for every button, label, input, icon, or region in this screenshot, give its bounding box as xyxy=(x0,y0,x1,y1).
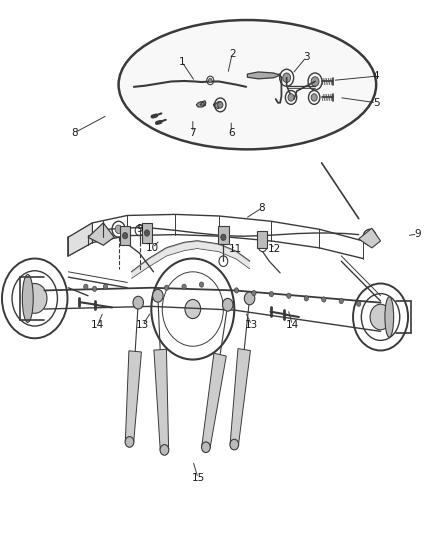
Polygon shape xyxy=(202,353,226,448)
Text: 13: 13 xyxy=(245,320,258,330)
Polygon shape xyxy=(88,223,114,245)
Circle shape xyxy=(145,230,150,236)
Circle shape xyxy=(133,296,144,309)
Circle shape xyxy=(103,284,108,289)
Polygon shape xyxy=(154,349,169,450)
Circle shape xyxy=(321,297,326,302)
Polygon shape xyxy=(196,101,206,107)
FancyBboxPatch shape xyxy=(258,231,267,248)
Text: 9: 9 xyxy=(136,224,143,235)
FancyBboxPatch shape xyxy=(218,225,229,244)
Text: 15: 15 xyxy=(191,473,205,483)
Circle shape xyxy=(357,301,361,306)
Circle shape xyxy=(244,292,255,305)
Circle shape xyxy=(208,78,212,83)
Text: 14: 14 xyxy=(286,320,299,330)
Circle shape xyxy=(234,288,239,293)
Circle shape xyxy=(230,439,239,450)
Circle shape xyxy=(221,234,226,240)
Text: 5: 5 xyxy=(373,98,379,108)
Circle shape xyxy=(304,296,308,301)
Polygon shape xyxy=(213,102,222,109)
Circle shape xyxy=(185,300,201,319)
Circle shape xyxy=(366,233,373,241)
Circle shape xyxy=(125,437,134,447)
Circle shape xyxy=(160,445,169,455)
Text: 3: 3 xyxy=(303,52,310,62)
Text: 7: 7 xyxy=(190,127,196,138)
Circle shape xyxy=(288,94,294,101)
Circle shape xyxy=(311,77,319,86)
Circle shape xyxy=(92,286,97,292)
Circle shape xyxy=(84,284,88,289)
Text: 2: 2 xyxy=(229,49,235,59)
Ellipse shape xyxy=(22,274,33,322)
Circle shape xyxy=(201,442,210,453)
Polygon shape xyxy=(230,349,251,445)
Circle shape xyxy=(370,304,391,330)
Text: 9: 9 xyxy=(414,229,421,239)
Ellipse shape xyxy=(119,20,376,149)
Polygon shape xyxy=(247,72,280,79)
Circle shape xyxy=(123,232,128,239)
Text: 13: 13 xyxy=(136,320,149,330)
Circle shape xyxy=(152,289,163,302)
Circle shape xyxy=(283,73,290,83)
Circle shape xyxy=(252,290,256,296)
Circle shape xyxy=(269,292,274,297)
Polygon shape xyxy=(359,228,381,248)
Text: 4: 4 xyxy=(373,71,379,81)
Circle shape xyxy=(223,298,233,311)
Circle shape xyxy=(311,94,317,101)
Text: 1: 1 xyxy=(179,57,185,67)
Circle shape xyxy=(115,225,122,233)
Polygon shape xyxy=(125,351,141,442)
Circle shape xyxy=(199,282,204,287)
FancyBboxPatch shape xyxy=(120,226,131,245)
Circle shape xyxy=(339,298,343,304)
Text: 8: 8 xyxy=(71,127,78,138)
Circle shape xyxy=(287,293,291,298)
Polygon shape xyxy=(132,241,250,278)
Circle shape xyxy=(164,285,169,290)
Text: 8: 8 xyxy=(258,203,265,213)
Circle shape xyxy=(182,284,186,289)
Text: 14: 14 xyxy=(91,320,104,330)
Ellipse shape xyxy=(385,297,394,337)
Polygon shape xyxy=(68,223,92,256)
Text: 12: 12 xyxy=(268,244,282,254)
Text: 11: 11 xyxy=(229,244,242,254)
Circle shape xyxy=(22,284,47,313)
Circle shape xyxy=(218,102,223,108)
Text: 6: 6 xyxy=(228,127,234,138)
FancyBboxPatch shape xyxy=(142,223,152,243)
Text: 10: 10 xyxy=(146,243,159,253)
